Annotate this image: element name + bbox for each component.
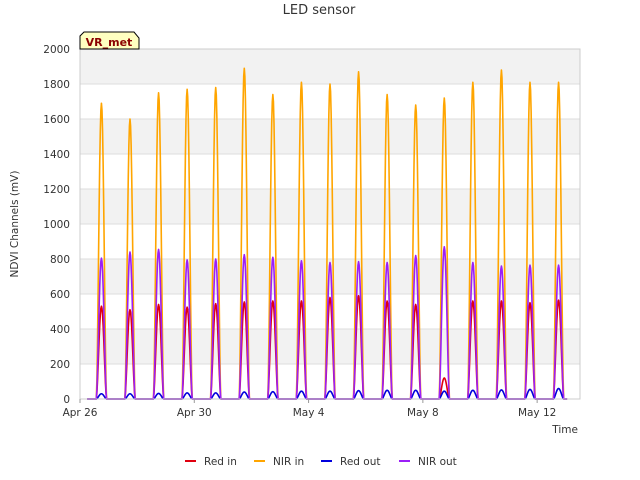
legend-item-nir-in: NIR in — [254, 456, 304, 468]
series-line-red-out — [87, 387, 568, 400]
legend-label-red-out: Red out — [340, 456, 380, 468]
x-axis-label: Time — [551, 424, 578, 436]
legend-item-red-out: Red out — [321, 456, 380, 468]
plot-frame — [79, 48, 581, 400]
x-ticks: Apr 26 Apr 30 May 4 May 8 May 12 — [63, 399, 556, 419]
y-tick-label: 1800 — [43, 79, 70, 91]
y-tick-label: 800 — [50, 254, 70, 266]
series-line-nir-out — [87, 245, 568, 400]
y-tick-label: 600 — [50, 289, 70, 301]
chart-title: LED sensor — [283, 3, 356, 18]
y-tick-label: 0 — [63, 394, 70, 406]
y-tick-label: 1000 — [43, 219, 70, 231]
legend-item-red-in: Red in — [185, 456, 237, 468]
legend-item-nir-out: NIR out — [399, 456, 457, 468]
legend-label-red-in: Red in — [204, 456, 237, 468]
y-tick-label: 1200 — [43, 184, 70, 196]
y-tick-label: 400 — [50, 324, 70, 336]
x-tick-label: May 4 — [293, 407, 325, 419]
x-tick-label: May 12 — [518, 407, 556, 419]
legend-label-nir-in: NIR in — [273, 456, 304, 468]
background-band — [80, 189, 580, 224]
y-tick-label: 1600 — [43, 114, 70, 126]
x-tick-label: Apr 30 — [177, 407, 212, 419]
legend: Red in NIR in Red out NIR out — [185, 456, 457, 468]
badge-label: VR_met — [86, 36, 133, 49]
series-line-nir-in — [87, 67, 568, 400]
y-tick-label: 200 — [50, 359, 70, 371]
legend-label-nir-out: NIR out — [418, 456, 457, 468]
vr-met-badge: VR_met — [79, 31, 140, 50]
y-tick-label: 1400 — [43, 149, 70, 161]
background-band — [80, 119, 580, 154]
y-axis-label: NDVI Channels (mV) — [9, 171, 21, 278]
x-tick-label: May 8 — [407, 407, 439, 419]
y-tick-label: 2000 — [43, 44, 70, 56]
badge-shape — [79, 31, 140, 50]
x-tick-label: Apr 26 — [63, 407, 98, 419]
background-band — [80, 49, 580, 84]
plot-background — [80, 49, 580, 364]
y-ticks: 0 200 400 600 800 1000 1200 1400 1600 1800 2000 — [43, 44, 70, 406]
series-lines — [87, 67, 568, 400]
